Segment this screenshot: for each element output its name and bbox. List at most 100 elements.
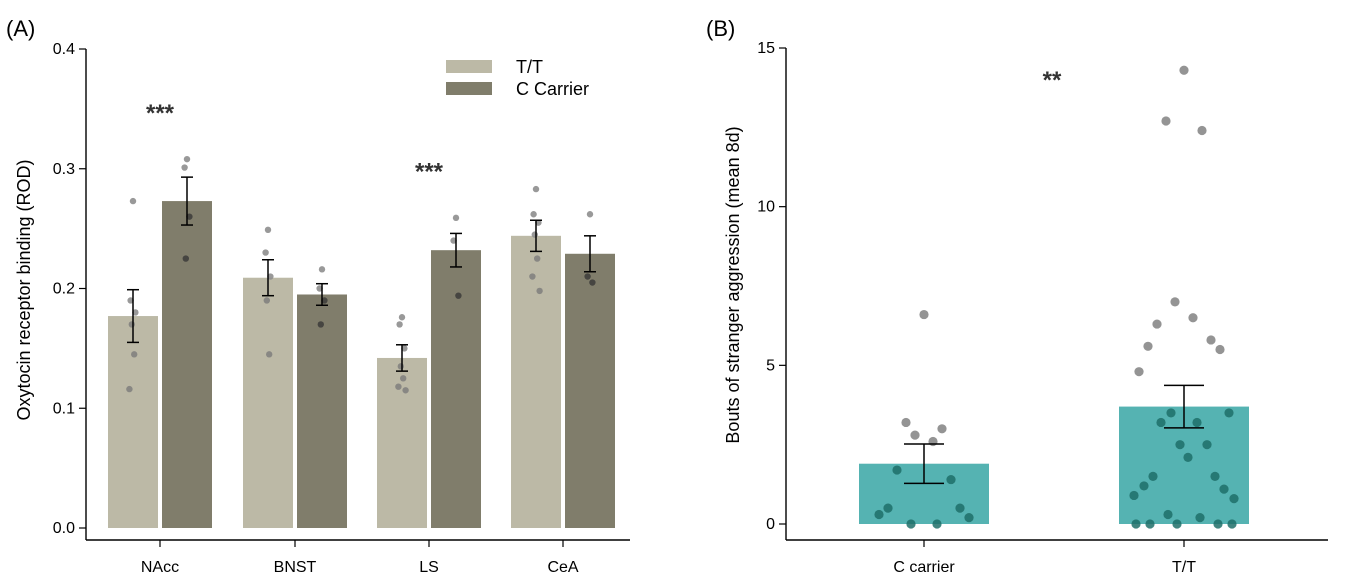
data-point-b — [892, 465, 902, 475]
x-tick-label-a: BNST — [274, 559, 317, 576]
bar-a — [297, 294, 347, 528]
data-point-a — [531, 231, 538, 238]
data-point-b — [1210, 471, 1220, 481]
bar-a — [162, 201, 212, 528]
data-point-b — [932, 519, 942, 529]
data-point-a — [129, 197, 137, 205]
legend-label-c-carrier: C Carrier — [516, 79, 589, 99]
bar-a — [377, 357, 427, 528]
y-tick-label-b: 15 — [757, 40, 775, 57]
y-axis-title-b: Bouts of stranger aggression (mean 8d) — [723, 126, 743, 443]
data-point-b — [946, 474, 956, 485]
data-point-b — [1215, 344, 1225, 355]
data-point-a — [317, 321, 324, 328]
data-point-a — [264, 226, 272, 234]
panel-a: (A) Oxytocin receptor binding (ROD) 0.0 0… — [6, 16, 630, 576]
data-point-a — [321, 297, 328, 304]
significance-marker-b: ** — [1043, 67, 1062, 94]
data-point-a — [532, 185, 540, 193]
data-point-b — [1197, 125, 1207, 136]
data-point-a — [396, 321, 403, 328]
data-point-b — [1202, 440, 1212, 450]
data-point-a — [266, 351, 273, 358]
data-point-a — [182, 255, 189, 262]
panel-b: (B) Bouts of stranger aggression (mean 8… — [706, 16, 1328, 576]
x-tick-label-a: LS — [419, 559, 439, 576]
data-point-b — [1131, 519, 1141, 529]
data-point-b — [1139, 481, 1149, 491]
data-point-a — [126, 385, 133, 393]
data-point-a — [535, 219, 542, 226]
data-point-a — [401, 345, 408, 352]
data-point-b — [1163, 509, 1173, 520]
data-point-a — [318, 266, 326, 273]
data-point-b — [1183, 452, 1193, 462]
data-point-b — [1172, 519, 1182, 529]
data-point-a — [400, 375, 407, 382]
legend-a: T/T C Carrier — [446, 57, 589, 99]
data-point-a — [584, 273, 591, 280]
data-point-b — [1179, 65, 1189, 75]
data-point-a — [589, 279, 596, 286]
y-tick-label-a: 0.0 — [53, 520, 75, 537]
data-point-b — [1227, 519, 1237, 529]
y-tick-label-a: 0.3 — [53, 161, 75, 178]
data-point-a — [267, 273, 274, 280]
data-point-a — [529, 273, 536, 280]
data-point-b — [1148, 471, 1158, 481]
data-point-b — [1170, 297, 1180, 307]
legend-swatch-c-carrier — [446, 82, 492, 95]
data-point-a — [536, 287, 543, 295]
data-point-b — [1129, 490, 1139, 501]
y-tick-label-b: 0 — [766, 516, 775, 533]
data-point-b — [1156, 417, 1166, 428]
data-point-b — [1224, 408, 1234, 418]
data-point-a — [262, 249, 269, 256]
data-point-a — [397, 363, 404, 370]
data-point-b — [1161, 116, 1171, 126]
data-point-b — [1166, 408, 1176, 418]
data-point-b — [1145, 519, 1155, 529]
panel-label-a: (A) — [6, 16, 35, 41]
bar-a — [511, 235, 561, 528]
legend-swatch-tt — [446, 60, 492, 73]
x-tick-label-a: CeA — [547, 559, 578, 576]
data-point-a — [263, 297, 270, 304]
data-point-a — [402, 387, 409, 394]
data-point-b — [919, 309, 929, 320]
significance-marker-a: *** — [146, 100, 175, 127]
data-point-b — [955, 503, 965, 513]
data-point-b — [1134, 367, 1144, 377]
data-point-b — [1175, 440, 1185, 450]
data-point-a — [183, 155, 191, 163]
data-point-a — [131, 351, 138, 358]
bar-a — [243, 277, 293, 528]
x-tick-label-a: NAcc — [141, 559, 179, 576]
data-point-b — [901, 417, 911, 428]
data-point-b — [1188, 313, 1198, 323]
significance-marker-a: *** — [415, 159, 444, 186]
data-point-b — [1219, 484, 1229, 494]
data-point-a — [530, 211, 537, 218]
data-point-a — [534, 255, 541, 262]
bar-a — [108, 316, 158, 528]
data-point-a — [181, 164, 188, 171]
data-point-a — [395, 383, 402, 390]
data-point-a — [452, 214, 460, 222]
y-tick-label-a: 0.1 — [53, 400, 75, 417]
y-tick-label-b: 10 — [757, 199, 775, 216]
data-point-b — [1143, 341, 1153, 351]
bar-a — [565, 253, 615, 528]
data-point-a — [127, 297, 134, 304]
data-point-a — [186, 213, 193, 220]
x-tick-label-b: C carrier — [893, 559, 955, 576]
bar-a — [431, 250, 481, 528]
data-point-b — [1213, 519, 1223, 529]
legend-label-tt: T/T — [516, 57, 543, 77]
y-tick-label-a: 0.4 — [53, 41, 75, 58]
data-point-b — [906, 519, 916, 529]
y-tick-label-a: 0.2 — [53, 281, 75, 298]
x-tick-label-b: T/T — [1172, 559, 1196, 576]
data-point-b — [1192, 417, 1202, 428]
